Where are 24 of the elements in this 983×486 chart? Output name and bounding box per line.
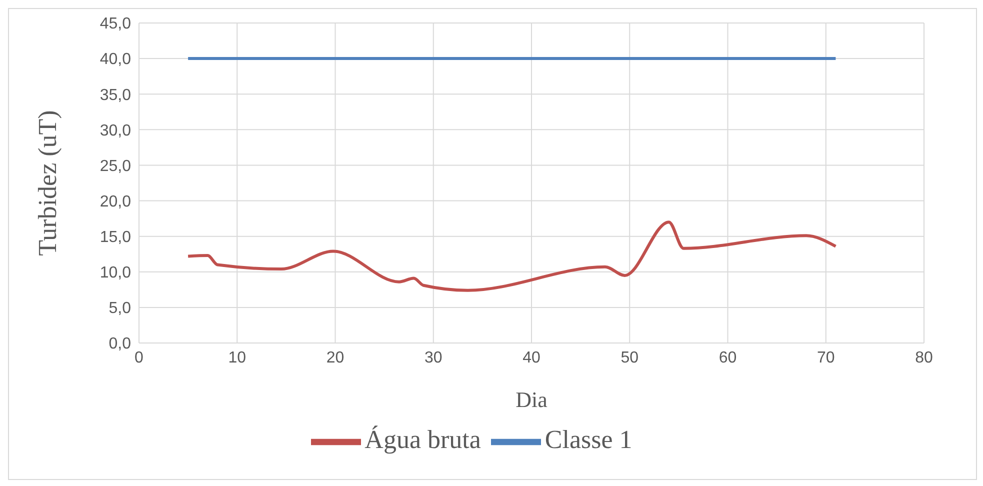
- x-tick-label: 80: [915, 349, 933, 366]
- x-tick-label: 20: [326, 349, 344, 366]
- x-tick-label: 60: [718, 349, 737, 366]
- x-tick-label: 10: [228, 349, 246, 366]
- y-tick-label: 35,0: [100, 86, 132, 104]
- y-tick-label: 0,0: [108, 336, 132, 353]
- x-tick-label: 40: [522, 349, 540, 366]
- legend-label: Água bruta: [364, 424, 481, 454]
- x-axis-title: Dia: [516, 387, 548, 412]
- y-tick-label: 45,0: [100, 16, 132, 33]
- y-tick-label: 5,0: [108, 300, 132, 318]
- line-series: [186, 220, 838, 292]
- x-tick-label: 50: [620, 349, 639, 366]
- y-tick-label: 30,0: [100, 122, 132, 140]
- y-tick-label: 10,0: [100, 264, 132, 282]
- y-tick-label: 15,0: [100, 229, 132, 246]
- y-tick-label: 20,0: [100, 193, 132, 210]
- x-tick-label: 0: [134, 349, 144, 366]
- x-tick-label: 70: [816, 349, 835, 366]
- x-tick-label: 30: [424, 349, 442, 366]
- y-tick-label: 25,0: [100, 158, 132, 175]
- y-axis-title: Turbidez (uT): [33, 110, 62, 256]
- y-tick-label: 40,0: [100, 51, 132, 68]
- legend-label: Classe 1: [544, 424, 632, 454]
